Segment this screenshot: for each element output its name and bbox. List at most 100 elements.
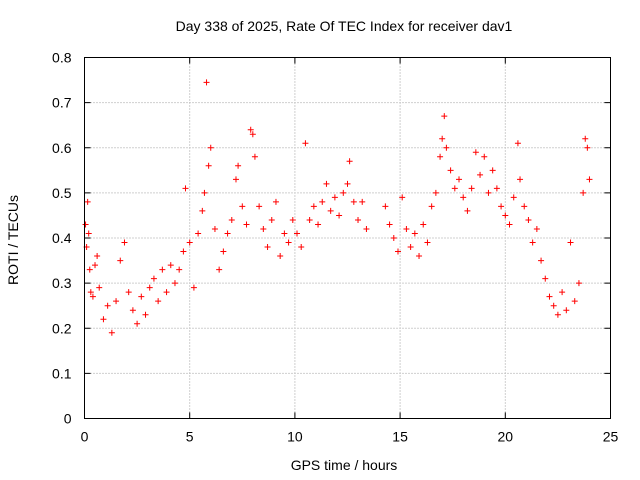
data-point bbox=[575, 280, 582, 287]
data-point bbox=[439, 135, 446, 142]
data-point bbox=[199, 207, 206, 214]
data-point bbox=[195, 230, 202, 237]
data-point bbox=[176, 266, 183, 273]
data-point bbox=[239, 203, 246, 210]
y-tick-label: 0.7 bbox=[52, 95, 72, 111]
data-point bbox=[424, 239, 431, 246]
data-point bbox=[521, 203, 528, 210]
data-point bbox=[554, 311, 561, 318]
x-axis-label: GPS time / hours bbox=[291, 457, 398, 473]
data-point bbox=[571, 298, 578, 305]
data-point bbox=[441, 113, 448, 120]
data-point bbox=[416, 253, 423, 260]
data-point bbox=[117, 257, 124, 264]
data-point bbox=[510, 194, 517, 201]
data-point bbox=[502, 212, 509, 219]
data-point bbox=[355, 216, 362, 223]
data-point bbox=[89, 293, 96, 300]
data-point bbox=[94, 253, 101, 260]
data-point bbox=[550, 302, 557, 309]
data-point bbox=[142, 311, 149, 318]
data-point bbox=[525, 216, 532, 223]
data-point bbox=[167, 262, 174, 269]
data-point bbox=[125, 289, 132, 296]
x-tick-label: 0 bbox=[81, 429, 89, 445]
data-point bbox=[134, 320, 141, 327]
data-point bbox=[281, 230, 288, 237]
data-point bbox=[264, 244, 271, 251]
data-point bbox=[472, 149, 479, 156]
data-point bbox=[546, 293, 553, 300]
data-point bbox=[584, 144, 591, 151]
data-point bbox=[506, 221, 513, 228]
data-point bbox=[331, 194, 338, 201]
data-point bbox=[121, 239, 128, 246]
data-point bbox=[220, 248, 227, 255]
data-point bbox=[294, 230, 301, 237]
data-layer bbox=[82, 79, 593, 336]
data-point bbox=[468, 185, 475, 192]
data-point bbox=[582, 135, 589, 142]
data-point bbox=[85, 230, 92, 237]
data-point bbox=[224, 230, 231, 237]
data-point bbox=[84, 198, 91, 205]
data-point bbox=[159, 266, 166, 273]
y-tick-label: 0.3 bbox=[52, 275, 72, 291]
data-point bbox=[232, 176, 239, 183]
data-point bbox=[249, 131, 256, 138]
data-point bbox=[517, 176, 524, 183]
data-point bbox=[586, 176, 593, 183]
data-point bbox=[382, 203, 389, 210]
data-point bbox=[129, 307, 136, 314]
data-point bbox=[336, 212, 343, 219]
data-point bbox=[207, 144, 214, 151]
data-point bbox=[190, 284, 197, 291]
data-point bbox=[542, 275, 549, 282]
data-point bbox=[563, 307, 570, 314]
data-point bbox=[235, 162, 242, 169]
data-point bbox=[529, 239, 536, 246]
data-point bbox=[277, 253, 284, 260]
data-point bbox=[150, 275, 157, 282]
data-point bbox=[171, 280, 178, 287]
data-point bbox=[323, 180, 330, 187]
data-point bbox=[580, 189, 587, 196]
y-tick-label: 0 bbox=[64, 411, 72, 427]
data-point bbox=[203, 79, 210, 86]
data-point bbox=[359, 198, 366, 205]
data-point bbox=[92, 262, 99, 269]
data-point bbox=[272, 198, 279, 205]
data-point bbox=[180, 248, 187, 255]
data-point bbox=[428, 203, 435, 210]
data-point bbox=[306, 216, 313, 223]
data-point bbox=[319, 198, 326, 205]
grid-layer bbox=[84, 57, 611, 419]
x-tick-label: 15 bbox=[392, 429, 408, 445]
data-point bbox=[411, 230, 418, 237]
data-point bbox=[302, 140, 309, 147]
data-point bbox=[96, 284, 103, 291]
data-point bbox=[260, 225, 267, 232]
tick-layer: 0 5 10 15 20 25 0 0.1 0.2 0.3 0.4 0.5 0.6 0.7 0.8 bbox=[52, 50, 618, 445]
data-point bbox=[87, 289, 94, 296]
data-point bbox=[247, 126, 254, 133]
data-point bbox=[268, 216, 275, 223]
data-point bbox=[394, 248, 401, 255]
data-point bbox=[493, 185, 500, 192]
data-point bbox=[559, 289, 566, 296]
data-point bbox=[390, 235, 397, 241]
data-point bbox=[327, 207, 334, 214]
data-point bbox=[310, 203, 317, 210]
data-point bbox=[485, 189, 492, 196]
data-point bbox=[477, 171, 484, 178]
data-point bbox=[481, 153, 488, 160]
y-tick-label: 0.5 bbox=[52, 185, 72, 201]
data-point bbox=[567, 239, 574, 246]
x-tick-label: 20 bbox=[498, 429, 514, 445]
y-axis-label: ROTI / TECUs bbox=[5, 195, 21, 285]
y-tick-label: 0.6 bbox=[52, 140, 72, 156]
data-point bbox=[86, 266, 93, 273]
x-tick-label: 25 bbox=[603, 429, 619, 445]
